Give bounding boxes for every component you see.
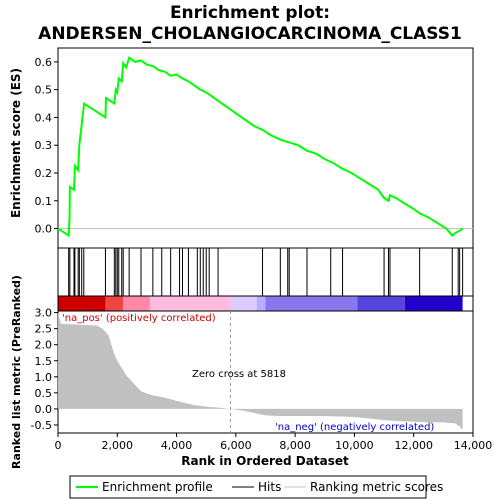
es-ytick-label: 0.3: [35, 139, 53, 152]
legend-label-hits: Hits: [258, 480, 281, 494]
ranked-bar-segment: [256, 296, 266, 311]
hits-panel-frame: [57, 247, 474, 297]
es-panel-frame: [57, 47, 474, 249]
na-pos-label: 'na_pos' (positively correlated): [62, 313, 216, 324]
metric-ytick-label: 2.5: [35, 323, 53, 336]
metric-ytick-label: -0.5: [31, 419, 52, 432]
es-ytick-label: 0.1: [35, 195, 53, 208]
ranked-bar-segment: [265, 296, 358, 311]
x-tick-label: 2,000: [102, 439, 134, 452]
metric-ytick-label: 2.0: [35, 339, 53, 352]
x-tick-label: 6,000: [220, 439, 252, 452]
x-tick-label: 4,000: [161, 439, 193, 452]
metric-ytick-label: 3.0: [35, 307, 53, 320]
x-tick-label: 8,000: [279, 439, 311, 452]
ranked-bar-segment: [58, 296, 106, 311]
x-tick-label: 0: [55, 439, 62, 452]
ranked-bar-segment: [357, 296, 405, 311]
ranked-bar-segment: [123, 296, 150, 311]
metric-ylabel: Ranked list metric (PreRanked): [10, 275, 23, 469]
es-ytick-label: 0.4: [35, 111, 53, 124]
na-neg-label: 'na_neg' (negatively correlated): [275, 422, 434, 433]
ranked-color-bar: [58, 296, 463, 311]
es-ytick-label: 0.2: [35, 167, 53, 180]
ranked-bar-segment: [404, 296, 463, 311]
x-tick-label: 12,000: [394, 439, 433, 452]
legend-label-ranking: Ranking metric scores: [310, 480, 443, 494]
ranked-bar-segment: [149, 296, 231, 311]
metric-ytick-label: 1.5: [35, 355, 53, 368]
chart-title-line1: Enrichment plot:: [170, 3, 330, 23]
x-tick-label: 14,000: [454, 439, 493, 452]
hits-panel: [57, 247, 474, 297]
es-yticks: 0.0 0.1 0.2 0.3 0.4 0.5 0.6: [35, 56, 58, 236]
x-axis-label: Rank in Ordered Dataset: [181, 454, 349, 468]
x-tick-label: 10,000: [335, 439, 374, 452]
enrichment-profile-line: [57, 56, 464, 238]
metric-ytick-label: 1.0: [35, 371, 53, 384]
es-ytick-label: 0.6: [35, 56, 53, 69]
es-ytick-label: 0.0: [35, 223, 53, 236]
ranked-bar-segment: [230, 296, 257, 311]
es-ytick-label: 0.5: [35, 84, 53, 97]
legend-label-enrichment: Enrichment profile: [102, 480, 213, 494]
metric-ytick-label: 0.5: [35, 387, 53, 400]
metric-yticks: -0.5 0.0 0.5 1.0 1.5 2.0 2.5 3.0: [31, 307, 58, 432]
metric-panel: -0.5 0.0 0.5 1.0 1.5 2.0 2.5 3.0 'na_pos' (posi…: [10, 275, 474, 469]
ranking-metric-area: [58, 312, 463, 430]
es-panel: 0.0 0.1 0.2 0.3 0.4 0.5 0.6 Enrichment score (…: [9, 47, 474, 249]
zero-cross-label: Zero cross at 5818: [192, 369, 286, 380]
chart-title-line2: ANDERSEN_CHOLANGIOCARCINOMA_CLASS1: [38, 24, 462, 44]
hits-lines: [68, 248, 464, 296]
es-ylabel: Enrichment score (ES): [9, 68, 23, 218]
ranked-bar-segment: [105, 296, 124, 311]
legend: Enrichment profile Hits Ranking metric s…: [69, 475, 443, 499]
metric-ytick-label: 0.0: [35, 403, 53, 416]
x-axis-ticks: 0 2,000 4,000 6,000 8,000 10,000 12,000 14,000: [55, 433, 493, 452]
